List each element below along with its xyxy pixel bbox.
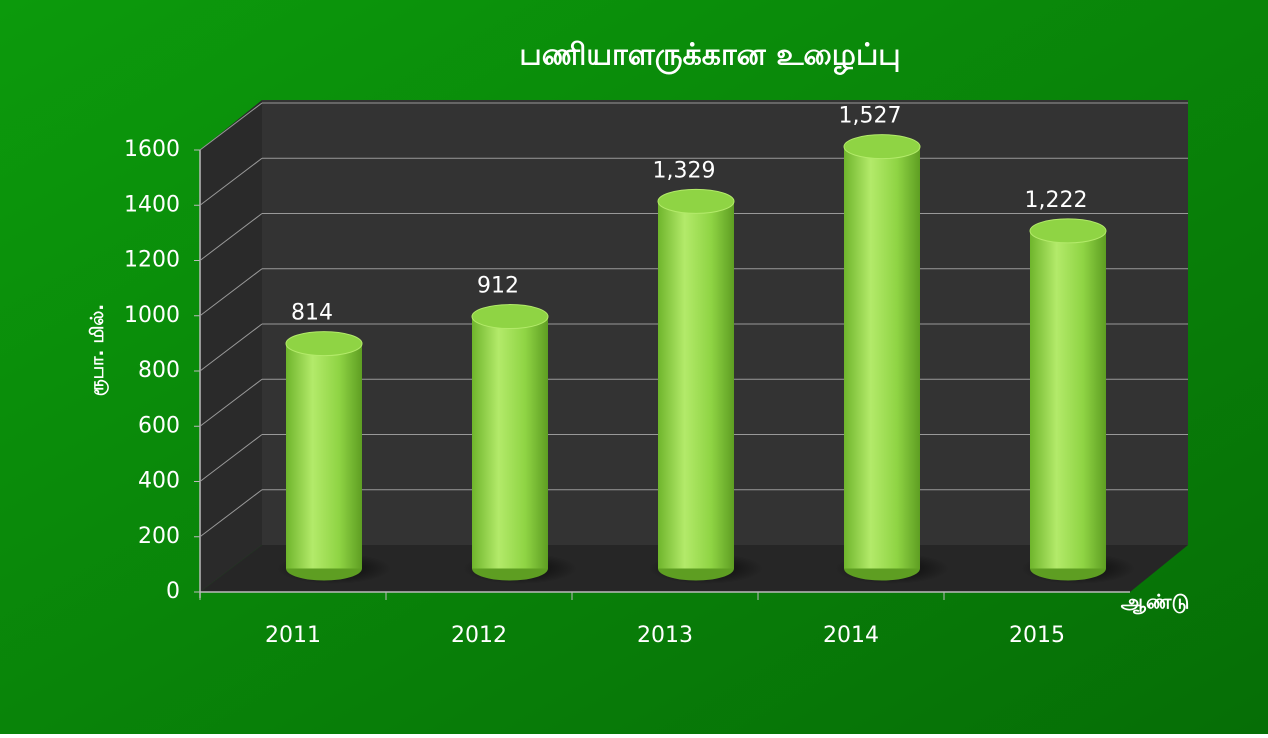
y-tick-label: 800 xyxy=(138,358,180,383)
y-tick-label: 200 xyxy=(138,524,180,549)
bar-top xyxy=(285,331,363,357)
data-label: 1,329 xyxy=(653,158,716,183)
bar xyxy=(285,331,363,581)
y-tick-label: 400 xyxy=(138,469,180,494)
bar-top xyxy=(471,304,549,330)
grid-line xyxy=(199,157,263,206)
bar-body xyxy=(286,343,362,569)
grid-line xyxy=(199,268,263,317)
grid-line xyxy=(199,378,263,427)
x-tick-label: 2013 xyxy=(637,623,693,648)
side-wall xyxy=(200,100,262,592)
x-axis-label: ஆண்டு xyxy=(1121,590,1190,616)
y-tick-label: 1600 xyxy=(124,137,180,162)
bar-top xyxy=(843,134,921,160)
bar-top xyxy=(657,188,735,214)
data-label: 1,527 xyxy=(839,104,902,129)
grid-line xyxy=(199,489,263,538)
y-tick-label: 600 xyxy=(138,413,180,438)
bar xyxy=(471,304,549,581)
y-tick-label: 1200 xyxy=(124,248,180,273)
y-tick-label: 0 xyxy=(166,579,180,604)
bar-body xyxy=(472,316,548,569)
y-tick-label: 1000 xyxy=(124,303,180,328)
bar-body xyxy=(1030,230,1106,569)
grid-line xyxy=(199,213,263,261)
x-tick-label: 2012 xyxy=(451,623,507,648)
bar-body xyxy=(844,146,920,569)
x-tick-label: 2014 xyxy=(823,623,879,648)
data-label: 1,222 xyxy=(1025,188,1088,213)
grid-line xyxy=(199,434,263,482)
data-label: 814 xyxy=(291,301,333,326)
bar-body xyxy=(658,201,734,569)
bar xyxy=(1029,218,1107,581)
y-tick-label: 1400 xyxy=(124,192,180,217)
grid-line xyxy=(199,323,263,372)
y-axis-label: ரூபா. மில். xyxy=(87,304,109,396)
chart-title: பணியாளருக்கான உழைப்பு xyxy=(519,38,900,76)
data-label: 912 xyxy=(477,274,519,299)
x-tick-label: 2015 xyxy=(1009,623,1065,648)
bar-top xyxy=(1029,218,1107,244)
x-tick-label: 2011 xyxy=(265,623,321,648)
bar xyxy=(657,188,735,581)
grid-line xyxy=(199,102,263,151)
bar xyxy=(843,134,921,581)
